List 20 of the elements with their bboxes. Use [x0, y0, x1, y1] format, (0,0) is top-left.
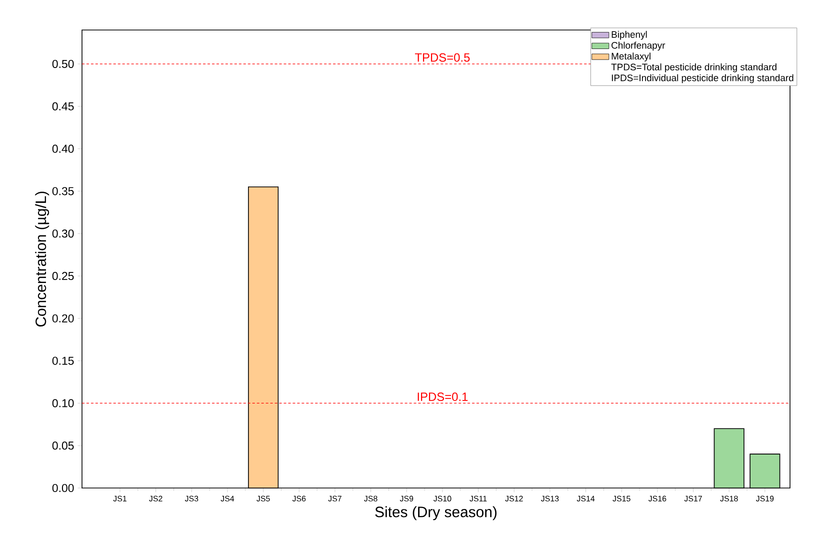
y-tick-label: 0.10 — [52, 399, 74, 408]
legend-label: Metalaxyl — [612, 52, 650, 62]
y-tick-label: 0.40 — [52, 144, 74, 153]
ref-line-label: TPDS=0.5 — [414, 53, 470, 62]
y-tick-label: 0.50 — [52, 60, 74, 68]
annotation: IPDS=Individual pesticide drinking standard — [612, 74, 794, 84]
y-tick-label: 0.20 — [52, 314, 74, 322]
y-tick-label: 0.05 — [52, 442, 74, 450]
y-tick-label: 0.35 — [52, 187, 74, 196]
annotation: TPDS=Total pesticide drinking standard — [611, 63, 776, 72]
y-axis-title: Concentration (µg/L) — [35, 192, 50, 326]
legend-label: Chlorfenapyr — [612, 42, 666, 51]
y-tick-label: 0.25 — [52, 272, 74, 280]
y-tick-label: 0.45 — [52, 102, 74, 110]
y-tick-label: 0.30 — [52, 230, 74, 238]
y-tick-label: 0.00 — [52, 484, 74, 492]
y-tick-label: 0.15 — [52, 356, 74, 365]
ref-line-label: IPDS=0.1 — [418, 392, 468, 401]
legend-label: Biphenyl — [612, 30, 647, 40]
x-axis-title: Sites (Dry season) — [375, 506, 497, 520]
